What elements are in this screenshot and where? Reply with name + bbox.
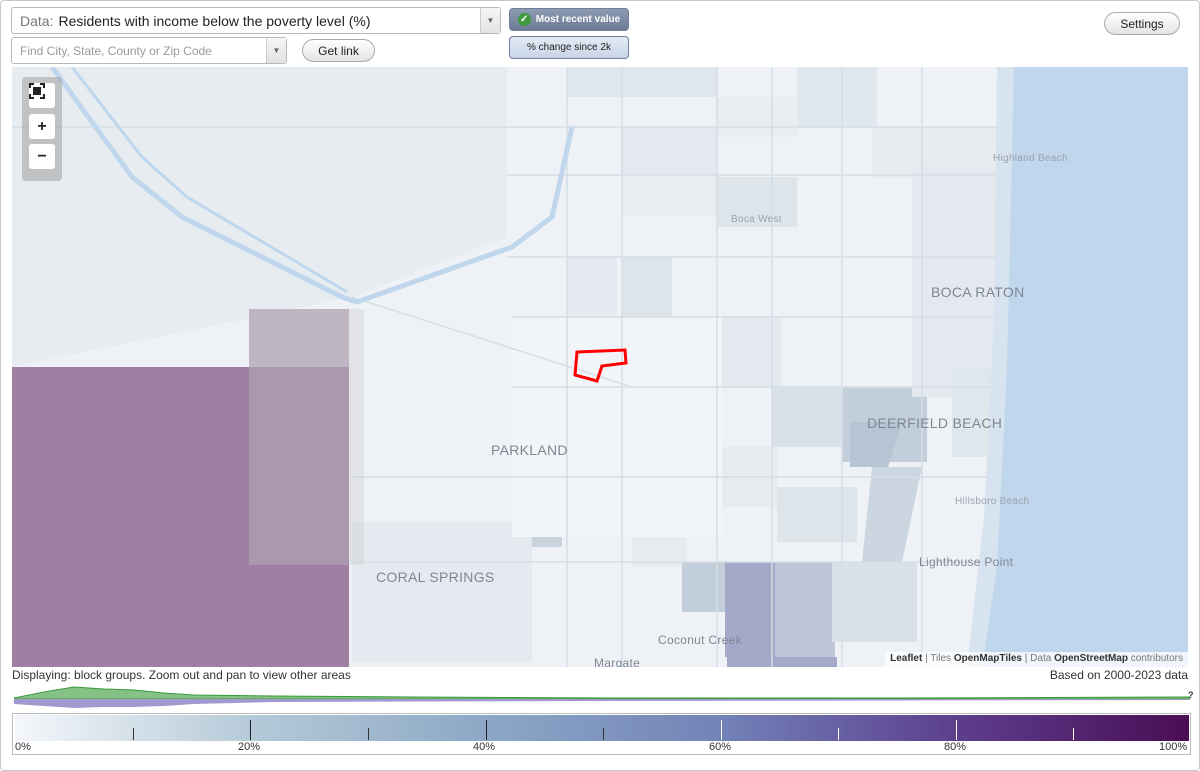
map-label-coral-springs: CORAL SPRINGS — [376, 569, 495, 585]
openmaptiles-link[interactable]: OpenMapTiles — [953, 653, 1022, 664]
most-recent-value-toggle[interactable]: ✓ Most recent value — [509, 8, 629, 31]
data-selector[interactable]: Data: Residents with income below the po… — [11, 7, 501, 34]
percent-change-label: % change since 2k — [527, 42, 611, 53]
checkmark-icon: ✓ — [517, 13, 531, 26]
location-search[interactable]: ▼ — [11, 37, 287, 64]
color-legend: 0% 20% 40% 60% 80% 100% — [12, 713, 1191, 755]
openstreetmap-link[interactable]: OpenStreetMap — [1054, 653, 1128, 664]
legend-tick-major — [956, 720, 957, 740]
map-label-hillsboro-beach: Hillsboro Beach — [955, 496, 1030, 507]
map-label-margate: Margate — [594, 656, 641, 667]
legend-tick — [838, 728, 839, 740]
map-label-boca-west: Boca West — [731, 214, 782, 225]
map-label-lighthouse-point: Lighthouse Point — [919, 555, 1014, 569]
legend-tick-major — [721, 720, 722, 740]
map-label-highland-beach: Highland Beach — [993, 153, 1068, 164]
map-label-boca-raton: BOCA RATON — [931, 284, 1025, 300]
map-attribution: Leaflet | Tiles OpenMapTiles | Data Open… — [885, 652, 1188, 667]
legend-label: 40% — [473, 741, 496, 753]
histogram-marker: ? — [1188, 690, 1194, 700]
legend-tick-major — [486, 720, 487, 740]
zoom-control: + − — [22, 77, 62, 181]
legend-tick — [603, 728, 604, 740]
display-level-note: Displaying: block groups. Zoom out and p… — [12, 668, 351, 682]
data-selector-value: Residents with income below the poverty … — [58, 12, 371, 29]
map-label-deerfield-beach: DEERFIELD BEACH — [867, 415, 1003, 431]
legend-tick — [368, 728, 369, 740]
settings-button[interactable]: Settings — [1104, 12, 1180, 35]
data-range-note: Based on 2000-2023 data — [1049, 668, 1188, 682]
zoom-out-button[interactable]: − — [29, 144, 55, 169]
most-recent-value-label: Most recent value — [535, 14, 621, 25]
legend-label: 80% — [944, 741, 967, 753]
data-selector-label: Data: — [20, 12, 54, 29]
triangle-down-icon[interactable]: ▼ — [480, 8, 500, 33]
triangle-down-icon[interactable]: ▼ — [266, 38, 286, 63]
map-label-coconut-creek: Coconut Creek — [658, 633, 742, 647]
fullscreen-icon[interactable] — [29, 83, 55, 108]
legend-label: 0% — [15, 741, 31, 753]
legend-label: 100% — [1159, 741, 1188, 753]
map-tiles — [12, 67, 1188, 667]
attribution-suffix: contributors — [1127, 653, 1183, 664]
legend-tick — [1073, 728, 1074, 740]
legend-tick — [133, 728, 134, 740]
map-canvas[interactable]: BOCA RATON DEERFIELD BEACH PARKLAND CORA… — [12, 67, 1188, 667]
distribution-histogram — [14, 686, 1190, 708]
percent-change-toggle[interactable]: % change since 2k — [509, 36, 629, 59]
legend-tick-major — [250, 720, 251, 740]
location-search-input[interactable] — [12, 43, 262, 58]
legend-label: 60% — [709, 741, 732, 753]
zoom-in-button[interactable]: + — [29, 114, 55, 139]
attribution-separator: | Data — [1022, 653, 1055, 664]
color-legend-gradient — [15, 715, 1189, 741]
attribution-separator: | Tiles — [922, 653, 954, 664]
map-label-parkland: PARKLAND — [491, 442, 568, 458]
leaflet-link[interactable]: Leaflet — [890, 653, 923, 664]
legend-label: 20% — [238, 741, 261, 753]
get-link-button[interactable]: Get link — [302, 39, 375, 62]
